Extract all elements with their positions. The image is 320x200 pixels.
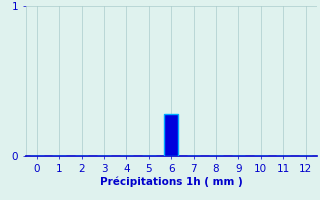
- Bar: [164, 114, 178, 156]
- X-axis label: Précipitations 1h ( mm ): Précipitations 1h ( mm ): [100, 176, 243, 187]
